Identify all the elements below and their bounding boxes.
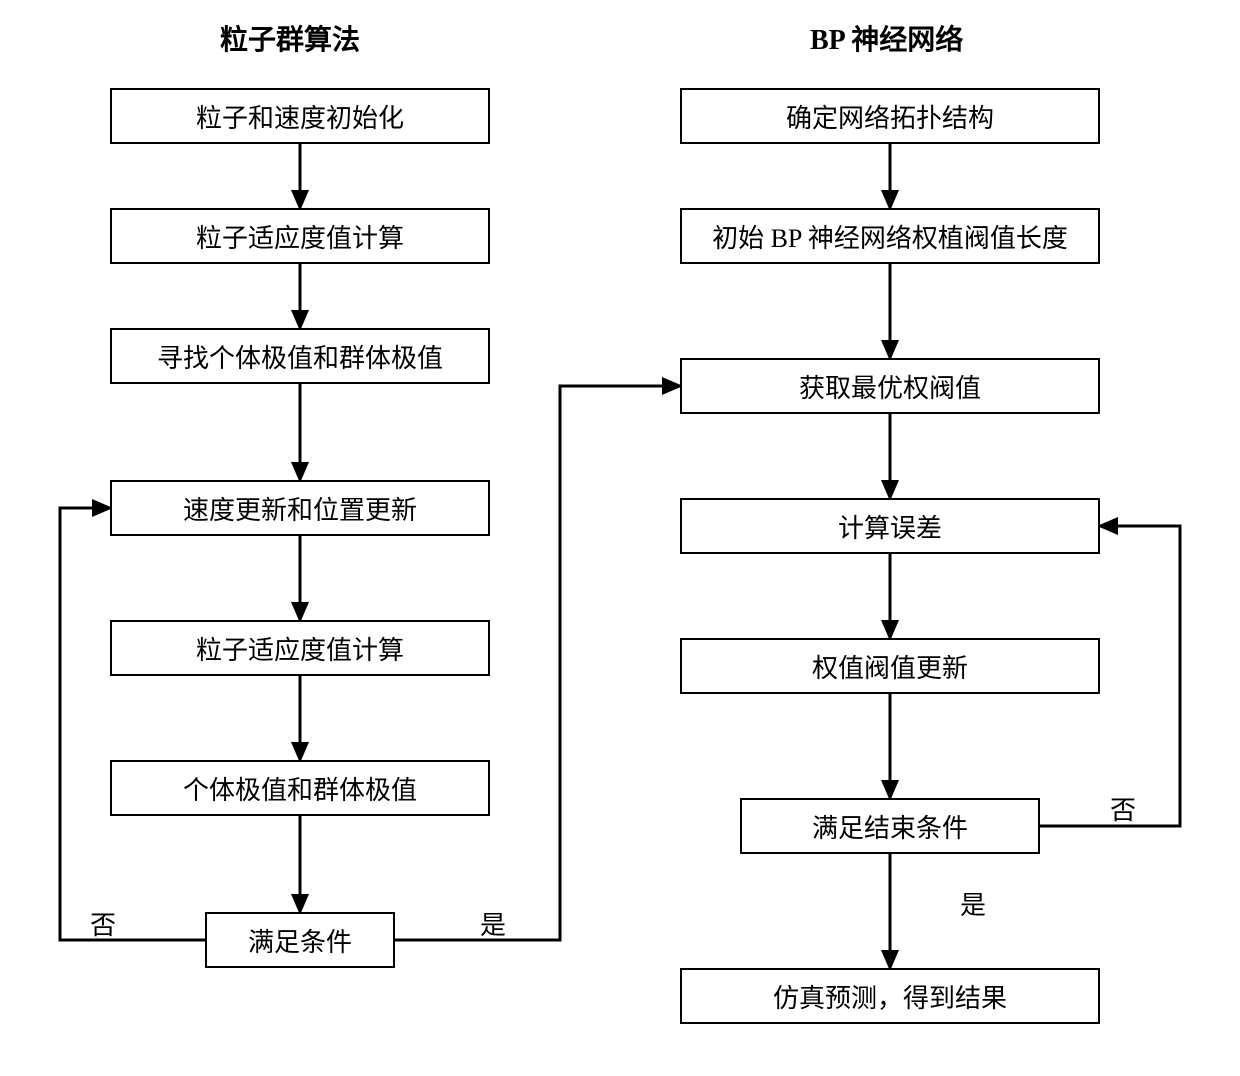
label-right-no: 否 [1110,790,1136,827]
box-L1: 粒子和速度初始化 [110,88,490,144]
arrow-loopLeftNo [60,508,205,940]
title-right: BP 神经网络 [810,18,963,58]
box-L2: 粒子适应度值计算 [110,208,490,264]
box-R3: 获取最优权阀值 [680,358,1100,414]
box-R5: 权值阀值更新 [680,638,1100,694]
box-R2: 初始 BP 神经网络权植阀值长度 [680,208,1100,264]
flowchart-canvas: 粒子群算法 BP 神经网络 否 是 否 是 粒子和速度初始化粒子适应度值计算寻找… [0,0,1240,1076]
title-left: 粒子群算法 [220,18,360,58]
box-R4: 计算误差 [680,498,1100,554]
label-right-yes: 是 [960,885,986,922]
box-L5: 粒子适应度值计算 [110,620,490,676]
label-left-yes: 是 [480,905,506,942]
box-L4: 速度更新和位置更新 [110,480,490,536]
box-L7: 满足条件 [205,912,395,968]
box-L3: 寻找个体极值和群体极值 [110,328,490,384]
box-L6: 个体极值和群体极值 [110,760,490,816]
box-R7: 仿真预测，得到结果 [680,968,1100,1024]
label-left-no: 否 [90,905,116,942]
box-R1: 确定网络拓扑结构 [680,88,1100,144]
box-R6: 满足结束条件 [740,798,1040,854]
